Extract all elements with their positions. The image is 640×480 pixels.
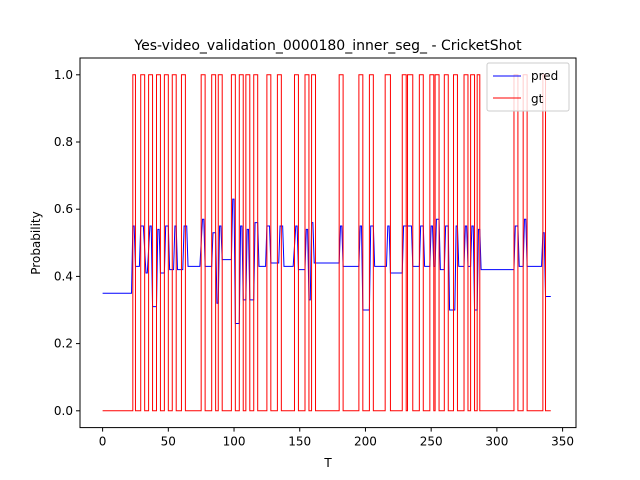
x-tick-label: 250 xyxy=(420,435,443,449)
x-tick-label: 300 xyxy=(485,435,508,449)
chart-title: Yes-video_validation_0000180_inner_seg_ … xyxy=(133,38,522,54)
y-tick-label: 0.8 xyxy=(54,135,73,149)
y-axis-ticks: 0.0 0.2 0.4 0.6 0.8 1.0 xyxy=(54,68,80,418)
axes-frame xyxy=(79,57,577,429)
legend-pred-label: pred xyxy=(531,69,558,83)
x-tick-label: 100 xyxy=(223,435,246,449)
y-tick-label: 0.4 xyxy=(54,269,73,283)
legend-gt-label: gt xyxy=(531,92,544,106)
x-tick-label: 0 xyxy=(99,435,107,449)
series-line-gt xyxy=(102,74,551,412)
x-tick-label: 350 xyxy=(551,435,574,449)
y-tick-label: 1.0 xyxy=(54,68,73,82)
x-tick-label: 150 xyxy=(288,435,311,449)
x-tick-label: 200 xyxy=(354,435,377,449)
y-tick-label: 0.2 xyxy=(54,337,73,351)
y-tick-label: 0.0 xyxy=(54,404,73,418)
x-tick-label: 50 xyxy=(161,435,176,449)
legend: pred gt xyxy=(486,62,570,112)
y-axis-label: Probability xyxy=(29,211,43,274)
series-layer xyxy=(102,74,551,412)
legend-box xyxy=(486,62,570,112)
x-axis-label: T xyxy=(323,456,332,470)
series-line-pred xyxy=(102,198,551,324)
x-axis-ticks: 0 50 100 150 200 250 300 350 xyxy=(99,427,574,449)
plot-area xyxy=(102,74,551,412)
y-tick-label: 0.6 xyxy=(54,202,73,216)
